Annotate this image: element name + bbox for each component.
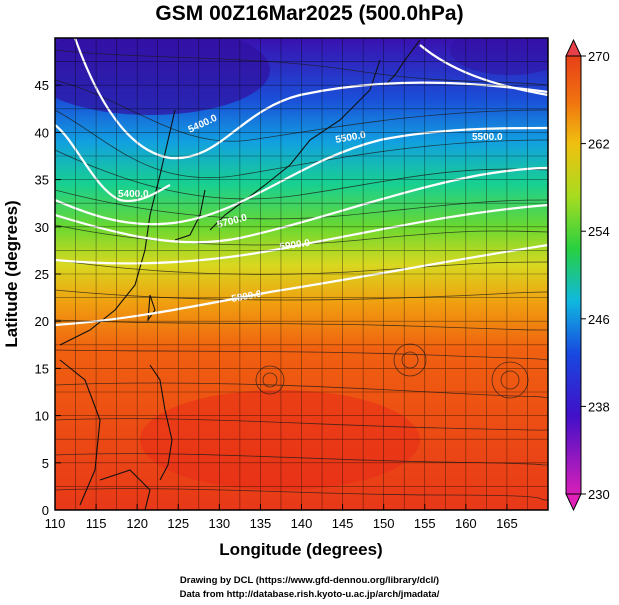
y-tick-label: 25 [35, 267, 49, 282]
coast-kamchatka [384, 39, 421, 86]
colorbar-tick-label: 262 [588, 137, 610, 152]
colorbar-ticks: 230 238 246 254 262 270 [581, 49, 610, 502]
x-tick-label: 145 [332, 516, 354, 531]
warm-pool [140, 390, 420, 490]
colorbar-tick-label: 230 [588, 487, 610, 502]
colorbar: 230 238 246 254 262 270 [565, 38, 610, 512]
footer-credit-line: Drawing by DCL (https://www.gfd-dennou.o… [179, 575, 440, 586]
contour-5500 [55, 126, 548, 226]
coast-korea [174, 189, 206, 241]
contour-5700 [55, 203, 548, 265]
x-tick-label: 155 [414, 516, 436, 531]
cold-pool-northeast [450, 38, 548, 75]
y-tick-label: 30 [35, 220, 49, 235]
x-tick-label: 165 [496, 516, 518, 531]
y-tick-label: 35 [35, 173, 49, 188]
x-tick-label: 115 [86, 516, 107, 531]
y-tick-label: 0 [42, 503, 49, 518]
footer-data-source-line: Data from http://database.rish.kyoto-u.a… [179, 589, 440, 600]
lat-lon-grid [55, 38, 548, 510]
coast-china [59, 109, 176, 346]
coast-taiwan [147, 294, 156, 322]
y-axis-ticks: 0 5 10 15 20 25 30 35 40 45 [35, 78, 61, 518]
contour-label: 5800.0 [231, 289, 263, 305]
x-tick-label: 110 [45, 516, 66, 531]
x-tick-label: 150 [373, 516, 395, 531]
x-tick-label: 130 [208, 516, 230, 531]
colorbar-tick-label: 254 [588, 224, 610, 239]
y-tick-label: 45 [35, 78, 49, 93]
contour-label: 5500.0 [472, 132, 503, 143]
colorbar-tick-label: 238 [588, 399, 610, 414]
coastlines [59, 39, 421, 510]
streamlines [55, 49, 548, 501]
coast-indochina [59, 359, 101, 506]
contour-5800 [55, 243, 548, 327]
x-tick-label: 125 [167, 516, 189, 531]
map-title: GSM 00Z16Mar2025 (500.0hPa) [155, 2, 464, 25]
x-tick-label: 160 [455, 516, 477, 531]
cold-pool-north [55, 38, 270, 115]
contour-label: 5400.0 [118, 189, 149, 200]
coast-japan [209, 59, 381, 231]
colorbar-bottom-arrow [565, 493, 582, 512]
y-axis-label: Latitude (degrees) [2, 200, 21, 347]
y-tick-label: 10 [35, 409, 49, 424]
coast-borneo [99, 469, 151, 510]
contour-label: 5900.0 [279, 238, 311, 253]
x-axis-label: Longitude (degrees) [219, 540, 382, 559]
x-tick-label: 120 [126, 516, 148, 531]
y-tick-label: 15 [35, 361, 49, 376]
coast-philippines [149, 364, 173, 481]
colorbar-top-arrow [565, 38, 582, 57]
x-tick-label: 140 [291, 516, 313, 531]
x-tick-label: 135 [250, 516, 272, 531]
y-tick-label: 20 [35, 314, 49, 329]
colorbar-strip [565, 55, 582, 495]
colorbar-tick-label: 270 [588, 49, 610, 64]
colorbar-tick-label: 246 [588, 312, 610, 327]
x-axis-ticks: 110 115 120 125 130 135 140 145 150 155 160 165 [45, 504, 549, 531]
contour-5900 [419, 44, 548, 97]
contour-5600 [55, 166, 548, 244]
y-tick-label: 5 [42, 456, 49, 471]
y-tick-label: 40 [35, 125, 49, 140]
